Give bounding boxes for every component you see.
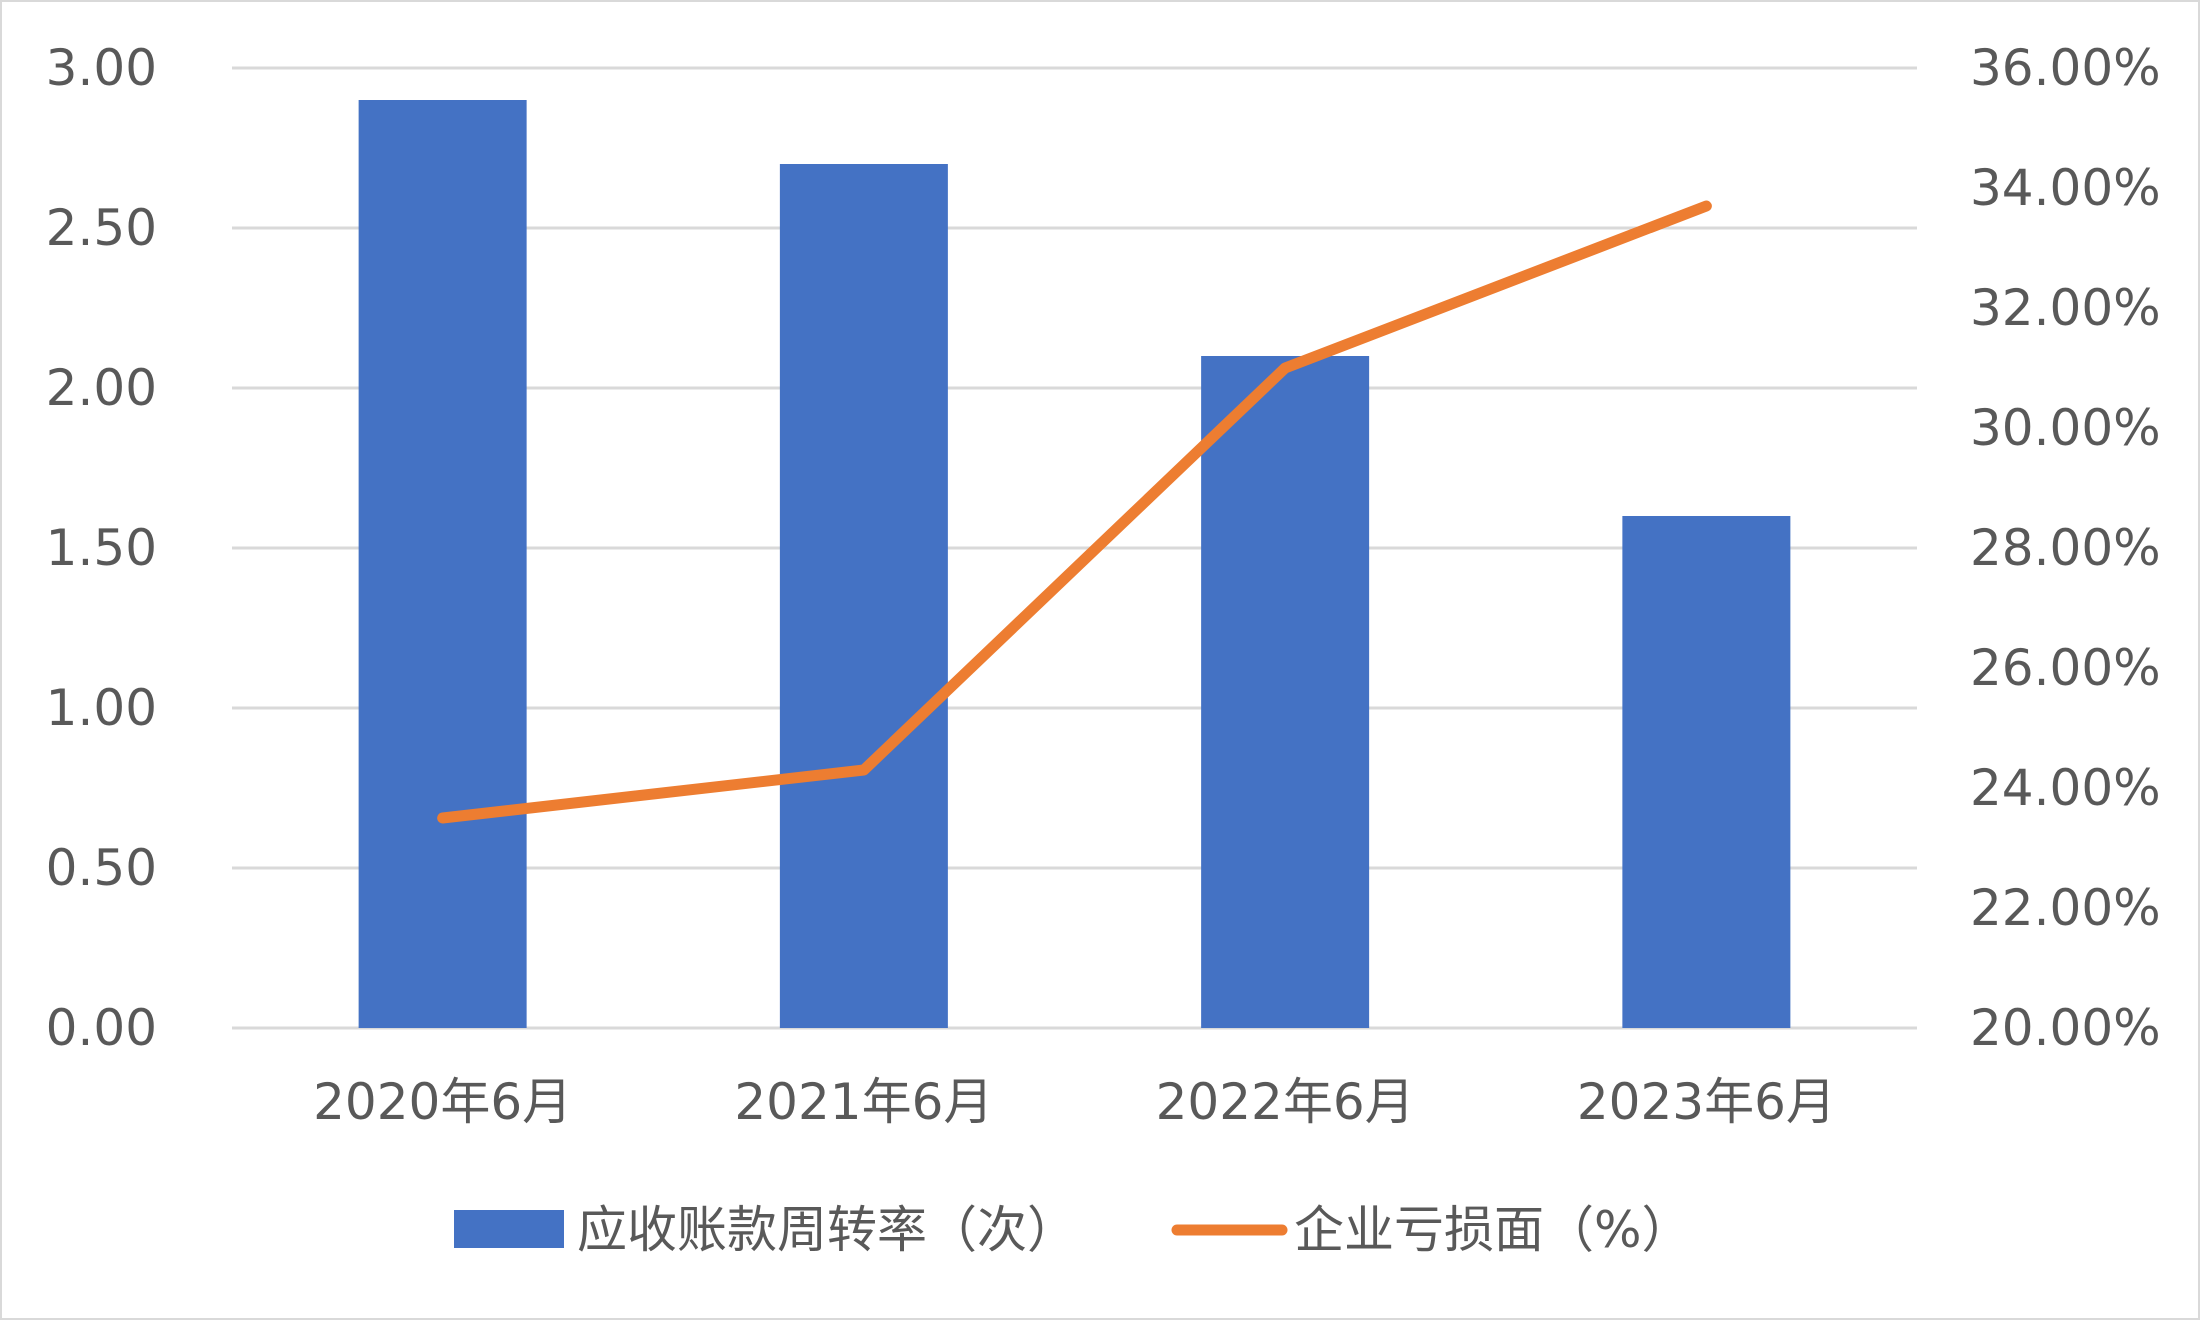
x-tick-label: 2021年6月 <box>734 1073 993 1131</box>
legend-bar-label: 应收账款周转率（次） <box>577 1201 1077 1259</box>
line-series <box>443 206 1707 818</box>
left-tick-label: 1.00 <box>46 679 157 737</box>
right-tick-label: 36.00% <box>1970 39 2161 97</box>
right-tick-label: 32.00% <box>1970 279 2161 337</box>
left-tick-label: 2.00 <box>46 359 157 417</box>
left-tick-label: 3.00 <box>46 39 157 97</box>
x-tick-label: 2022年6月 <box>1156 1073 1415 1131</box>
x-axis: 2020年6月 2021年6月 2022年6月 2023年6月 <box>313 1073 1836 1131</box>
right-tick-label: 28.00% <box>1970 519 2161 577</box>
left-tick-label: 2.50 <box>46 199 157 257</box>
right-tick-label: 20.00% <box>1970 999 2161 1057</box>
right-axis: 20.00% 22.00% 24.00% 26.00% 28.00% 30.00% 32.0… <box>1970 39 2161 1057</box>
legend-bar-swatch <box>454 1210 564 1248</box>
left-tick-label: 0.00 <box>46 999 157 1057</box>
right-tick-label: 24.00% <box>1970 759 2161 817</box>
series-line <box>443 206 1707 818</box>
left-tick-label: 0.50 <box>46 839 157 897</box>
bar <box>359 100 527 1028</box>
left-axis: 0.00 0.50 1.00 1.50 2.00 2.50 3.00 <box>46 39 157 1057</box>
right-tick-label: 30.00% <box>1970 399 2161 457</box>
x-tick-label: 2020年6月 <box>313 1073 572 1131</box>
right-tick-label: 34.00% <box>1970 159 2161 217</box>
bar <box>1201 356 1369 1028</box>
legend: 应收账款周转率（次） 企业亏损面（%） <box>454 1201 1692 1259</box>
legend-line-label: 企业亏损面（%） <box>1294 1201 1692 1259</box>
left-tick-label: 1.50 <box>46 519 157 577</box>
right-tick-label: 22.00% <box>1970 879 2161 937</box>
bar <box>1622 516 1790 1028</box>
x-tick-label: 2023年6月 <box>1577 1073 1836 1131</box>
right-tick-label: 26.00% <box>1970 639 2161 697</box>
bar <box>780 164 948 1028</box>
